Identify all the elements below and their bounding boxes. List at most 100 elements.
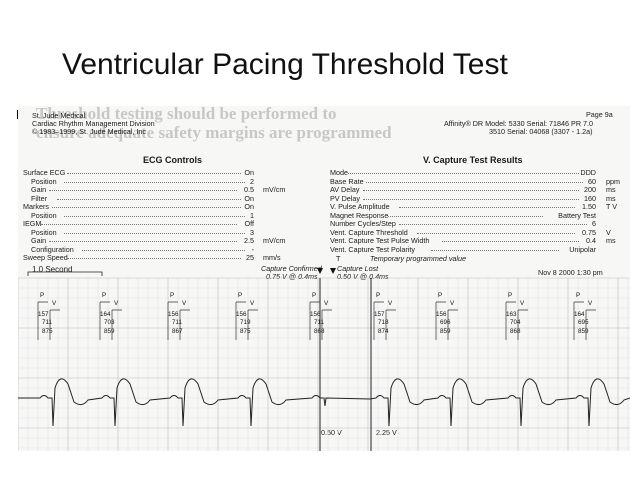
capture-result-value: Battery Test	[558, 210, 596, 220]
ecg-control-label: Surface ECG	[23, 168, 66, 177]
cycle-length: 859	[104, 328, 115, 335]
capture-result-label: Magnet Response	[330, 210, 389, 220]
ecg-control-label: Gain	[31, 185, 47, 194]
capture-result-row: Magnet Response Battery Test	[330, 211, 596, 220]
capture-result-label: Base Rate	[330, 176, 364, 186]
marker-bracket	[235, 301, 258, 340]
capture-confirmed-label: Capture Confirmed	[261, 264, 322, 273]
capture-result-unit: ms	[606, 193, 616, 203]
marker-bracket	[167, 301, 190, 340]
vv-interval: 695	[578, 319, 589, 326]
capture-lost-value: 0.50 V @ 0.4ms	[337, 272, 389, 281]
ecg-control-row: Configuration -	[23, 245, 254, 254]
cycle-length: 868	[314, 328, 325, 335]
p-marker: P	[508, 292, 513, 299]
vv-interval: 711	[314, 319, 325, 326]
vv-interval: 718	[378, 319, 389, 326]
ecg-control-value: 2	[250, 176, 254, 186]
ecg-control-row: Markers On	[23, 202, 254, 211]
capture-result-leader	[362, 198, 579, 200]
capture-confirmed-value: 0.75 V @ 0.4ms	[266, 272, 318, 281]
ecg-control-value: Off	[244, 219, 254, 228]
capture-result-unit: ppm	[606, 176, 620, 186]
overlay-line-1: Threshold testing should be performed to	[36, 106, 337, 123]
ecg-control-label: Gain	[31, 236, 47, 245]
ecg-control-value: -	[251, 244, 254, 254]
pv-interval: 157	[374, 311, 385, 318]
ecg-control-value: 3	[250, 227, 254, 237]
capture-result-value: DDD	[580, 168, 596, 177]
ecg-control-leader	[41, 224, 237, 225]
p-marker: P	[376, 292, 381, 299]
capture-result-label: PV Delay	[330, 193, 360, 203]
pv-interval: 156	[168, 311, 179, 318]
capture-result-unit: ms	[606, 185, 616, 194]
ecg-control-leader	[63, 181, 245, 183]
p-marker: P	[312, 292, 317, 299]
marker-bracket	[37, 301, 60, 340]
capture-result-label: Vent. Capture Test Pulse Width	[330, 236, 430, 245]
capture-result-label: Mode	[330, 168, 348, 177]
vv-interval: 719	[240, 319, 251, 326]
ecg-control-leader	[52, 207, 241, 208]
capture-result-row: Base Rate 60 ppm	[330, 177, 620, 186]
ecg-strip	[18, 268, 630, 451]
model-line-2: 3510 Serial: 04068 (3307 - 1.2a)	[489, 127, 593, 136]
capture-results-title: V. Capture Test Results	[423, 155, 523, 165]
vv-interval: 704	[510, 319, 521, 326]
v-marker: V	[324, 300, 329, 307]
pv-interval: 157	[38, 311, 49, 318]
overlay-line-2: ensure adequate safety margins are progr…	[36, 123, 392, 142]
company-name: St. Jude Medical	[32, 111, 86, 120]
ecg-printout: Threshold testing should be performed to…	[18, 106, 630, 451]
vv-interval: 696	[440, 319, 451, 326]
ecg-control-value: 1	[250, 210, 254, 220]
ecg-control-label: Configuration	[31, 244, 74, 254]
ecg-control-value: 2.5	[244, 236, 254, 245]
ecg-control-label: Position	[31, 210, 57, 220]
cycle-length: 859	[578, 328, 589, 335]
cycle-length: 868	[510, 328, 521, 335]
copyright-text: © 1983–1999, St. Jude Medical, Inc	[32, 127, 146, 136]
v-marker: V	[588, 300, 593, 307]
capture-result-leader	[366, 181, 583, 183]
pv-interval: 156	[236, 311, 247, 318]
ecg-control-unit: mV/cm	[263, 185, 286, 194]
capture-result-leader	[398, 224, 587, 225]
amplitude-left: 0.50 V	[321, 428, 342, 437]
ecg-control-label: Position	[31, 176, 57, 186]
p-marker: P	[438, 292, 443, 299]
v-marker: V	[52, 300, 57, 307]
vv-interval: 711	[42, 319, 53, 326]
capture-result-row: Mode DDD	[330, 168, 596, 177]
capture-result-leader	[388, 215, 543, 217]
ecg-control-label: IEGM	[23, 219, 42, 228]
capture-result-label: Vent. Capture Test Polarity	[330, 244, 415, 254]
marker-bracket	[505, 301, 528, 340]
ecg-control-leader	[81, 249, 245, 251]
pv-interval: 163	[506, 311, 517, 318]
ecg-control-leader	[63, 232, 245, 234]
ecg-control-value: On	[244, 193, 254, 203]
ecg-control-leader	[63, 215, 245, 217]
capture-result-leader	[442, 241, 579, 242]
capture-result-row: Vent. Capture Threshold 0.75 V	[330, 228, 611, 237]
capture-result-leader	[431, 249, 559, 251]
vv-interval: 711	[172, 319, 183, 326]
capture-result-value: 200	[584, 185, 596, 194]
ecg-control-leader	[49, 190, 237, 191]
p-marker: P	[238, 292, 243, 299]
capture-result-value: 1.50	[582, 202, 596, 211]
scale-label: 1.0 Second	[32, 265, 73, 274]
ecg-control-leader	[66, 258, 241, 259]
capture-result-row: V. Pulse Amplitude 1.50 T V	[330, 202, 617, 211]
p-marker: P	[170, 292, 175, 299]
capture-result-value: 0.4	[586, 236, 596, 245]
slide-title: Ventricular Pacing Threshold Test	[62, 48, 508, 81]
scale-bracket	[27, 271, 103, 276]
ecg-control-row: Position 2	[23, 177, 254, 186]
ecg-control-row: Position 3	[23, 228, 254, 237]
vv-interval: 703	[104, 319, 115, 326]
ecg-control-label: Position	[31, 227, 57, 237]
marker-bracket	[573, 301, 596, 340]
